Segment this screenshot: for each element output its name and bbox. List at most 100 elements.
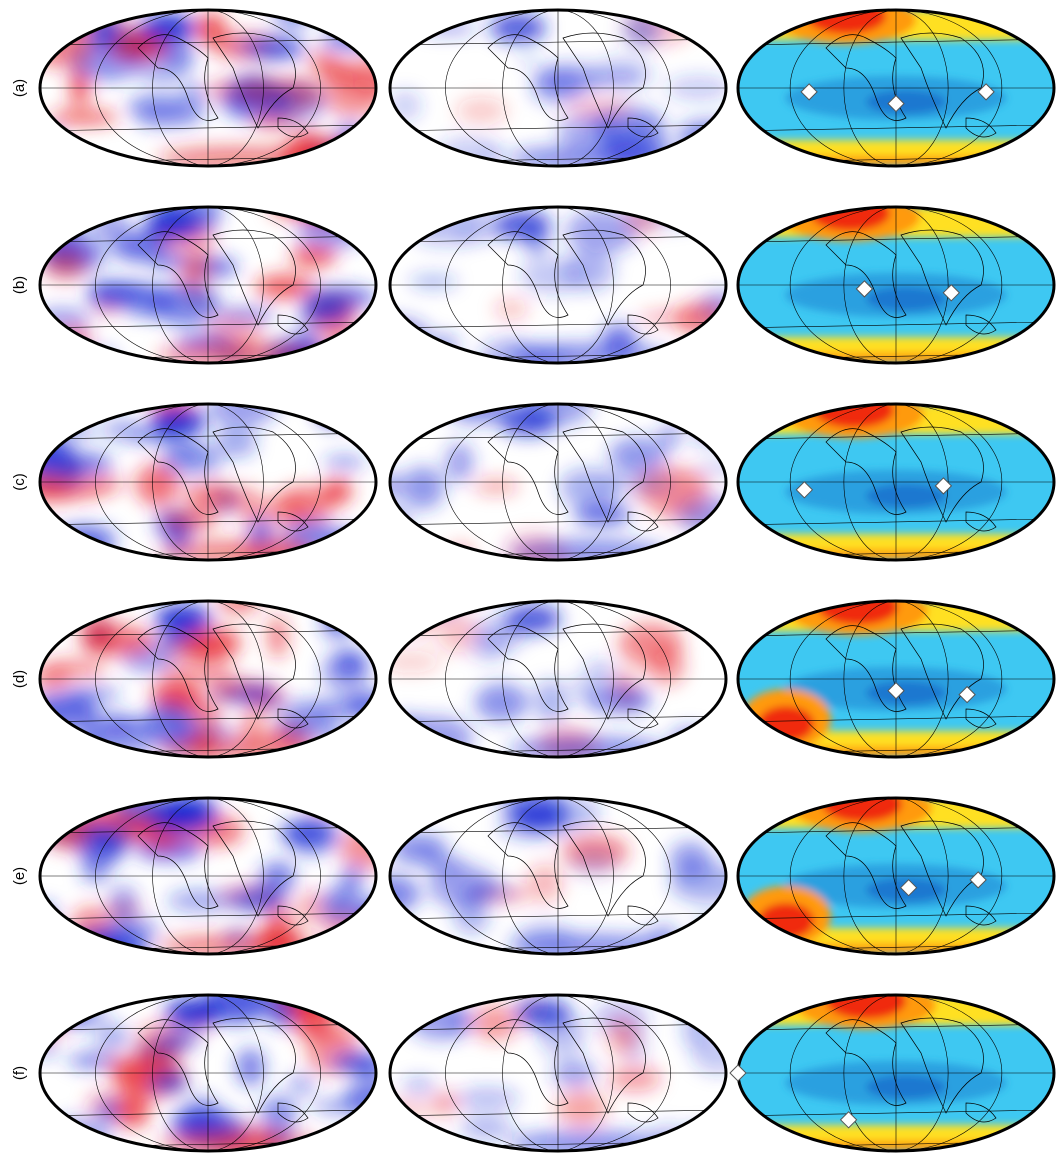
anomaly — [585, 659, 616, 676]
meridian — [152, 601, 264, 757]
anomaly — [279, 821, 331, 844]
coastline — [487, 623, 659, 729]
map-border — [388, 8, 728, 168]
map-panel — [390, 798, 726, 954]
band — [866, 484, 946, 508]
anomaly — [584, 687, 652, 715]
anomaly — [109, 33, 167, 60]
panel-label: (f) — [11, 1066, 28, 1080]
anomaly — [156, 1032, 200, 1049]
meridian — [843, 995, 949, 1151]
map-panel — [40, 601, 376, 757]
anomaly — [437, 613, 480, 653]
coastline — [825, 1017, 997, 1123]
anomaly — [159, 444, 223, 478]
band — [866, 90, 946, 114]
anomaly — [390, 1099, 436, 1118]
meridian — [789, 995, 1003, 1151]
anomaly — [390, 813, 405, 836]
anomaly — [195, 13, 227, 45]
anomaly — [40, 923, 58, 949]
map-panel — [390, 404, 726, 560]
meridian — [789, 404, 1003, 560]
coastline — [137, 820, 309, 926]
anomaly — [456, 97, 508, 125]
coastline — [825, 426, 997, 532]
meridian — [502, 995, 614, 1151]
meridian — [152, 995, 264, 1151]
anomaly — [54, 20, 80, 34]
anomaly — [646, 648, 686, 686]
anomaly — [40, 995, 83, 1021]
anomaly — [288, 1073, 315, 1096]
anomaly — [298, 303, 351, 323]
anomaly — [559, 468, 618, 507]
anomaly — [40, 424, 55, 451]
meridian — [152, 798, 264, 954]
anomaly — [473, 479, 519, 493]
meridian — [789, 798, 1003, 954]
map-border — [38, 993, 378, 1153]
map-border — [736, 8, 1056, 168]
anomaly — [360, 742, 376, 757]
anomaly — [140, 14, 196, 42]
anomaly — [669, 862, 726, 903]
anomaly — [42, 248, 87, 281]
anomaly — [390, 1136, 446, 1151]
map-panel — [390, 601, 726, 757]
map-border — [388, 402, 728, 562]
anomaly — [469, 632, 509, 662]
meridian — [95, 404, 321, 560]
map-panel — [40, 207, 376, 363]
marker — [977, 83, 995, 101]
anomaly — [324, 455, 366, 469]
meridian — [502, 10, 614, 166]
anomaly — [361, 914, 376, 947]
anomaly — [445, 442, 474, 482]
anomaly — [402, 1077, 436, 1094]
anomaly — [684, 745, 726, 757]
map-border — [38, 402, 378, 562]
map-panel — [738, 601, 1054, 757]
anomaly — [495, 211, 551, 239]
meridian — [445, 995, 671, 1151]
anomaly — [607, 1018, 638, 1056]
coastline — [487, 426, 659, 532]
anomaly — [267, 615, 288, 659]
map-border — [736, 205, 1056, 365]
marker — [934, 477, 953, 495]
meridian — [95, 995, 321, 1151]
anomaly — [518, 52, 540, 66]
map-panel — [738, 404, 1054, 560]
band — [810, 207, 890, 231]
band — [806, 10, 886, 34]
anomaly — [40, 128, 63, 166]
anomaly — [557, 113, 618, 150]
coastline — [137, 426, 309, 532]
coastline — [137, 229, 309, 335]
meridian — [152, 10, 264, 166]
anomaly — [156, 41, 197, 68]
anomaly — [454, 897, 489, 935]
panel-label: (c) — [11, 473, 28, 491]
anomaly — [326, 731, 359, 757]
anomaly — [76, 828, 124, 867]
anomaly — [166, 636, 232, 658]
band — [866, 287, 946, 311]
anomaly — [149, 283, 221, 326]
anomaly — [691, 154, 726, 166]
anomaly — [276, 485, 335, 524]
anomaly — [238, 485, 261, 528]
anomaly — [45, 207, 72, 230]
anomaly — [40, 728, 73, 743]
map-border — [736, 402, 1056, 562]
marker — [942, 284, 961, 302]
anomaly — [390, 608, 417, 628]
anomaly — [634, 207, 706, 228]
coastline — [825, 229, 997, 335]
meridian — [502, 601, 614, 757]
anomaly — [179, 81, 208, 124]
anomaly — [335, 650, 367, 675]
map-panel — [738, 207, 1054, 363]
map-panel — [40, 995, 376, 1151]
